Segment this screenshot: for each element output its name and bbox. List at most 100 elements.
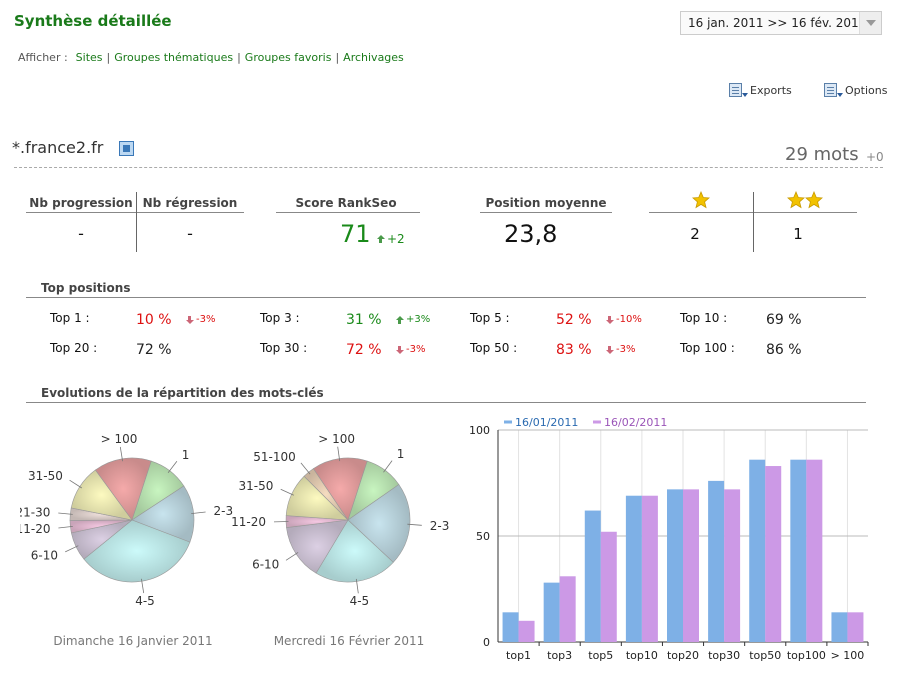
- pie-slice-label: 31-50: [239, 479, 274, 493]
- evolution-rule: [26, 402, 866, 403]
- star-one-icon: [692, 190, 710, 209]
- star-two-icon: [787, 190, 823, 209]
- top-position-value: 10 %: [136, 312, 172, 328]
- top-position-delta: -3%: [396, 344, 425, 355]
- x-tick-label: top50: [749, 649, 781, 662]
- chevron-down-icon[interactable]: [859, 12, 881, 34]
- top-position-value: 52 %: [556, 312, 592, 328]
- arrow-up-icon: [396, 315, 404, 324]
- arrow-down-icon: [396, 345, 404, 354]
- x-tick-label: top20: [667, 649, 699, 662]
- options-button[interactable]: Options: [824, 83, 887, 98]
- bar-february: [518, 620, 535, 642]
- pie-leader-line: [69, 479, 83, 489]
- bar-january: [667, 489, 683, 642]
- filter-bar: Afficher : Sites | Groupes thématiques | Grou…: [18, 51, 404, 64]
- bar-january: [831, 612, 848, 642]
- two-star-value: 1: [793, 225, 803, 243]
- pie-leader-line: [300, 462, 311, 475]
- top-position-delta: -10%: [606, 314, 642, 325]
- exports-label: Exports: [750, 84, 792, 97]
- top-position-label: Top 20 :: [50, 341, 98, 355]
- stats-column-divider: [136, 192, 137, 252]
- pie-chart-february: 1 2-3 4-5 6-10 11-20 31-50 51-100 > 100: [231, 432, 450, 608]
- pie-slice-label: 2-3: [430, 519, 450, 533]
- top-positions-rule: [26, 297, 866, 298]
- filter-link-thematic-groups[interactable]: Groupes thématiques: [114, 51, 234, 64]
- bar-january: [502, 612, 519, 642]
- top-position-value: 69 %: [766, 312, 802, 328]
- x-tick-label: top100: [787, 649, 826, 662]
- pie-leader-line: [337, 446, 341, 462]
- position-header: Position moyenne: [485, 196, 607, 210]
- top-position-delta: -3%: [186, 314, 215, 325]
- export-sheet-icon: [729, 83, 748, 98]
- pie-caption-january: Dimanche 16 Janvier 2011: [53, 634, 213, 648]
- pie-leader-line: [383, 460, 393, 473]
- options-label: Options: [845, 84, 888, 97]
- pie-caption-february: Mercredi 16 Février 2011: [273, 634, 425, 648]
- legend-label: 16/02/2011: [604, 416, 667, 429]
- page-title: Synthèse détaillée: [14, 12, 172, 30]
- options-sheet-icon: [824, 83, 843, 98]
- top-positions-title: Top positions: [41, 281, 131, 295]
- top-position-delta: -3%: [606, 344, 635, 355]
- site-details-icon[interactable]: [119, 141, 134, 156]
- position-header-rule: [480, 212, 612, 213]
- pie-slice-label: 21-30: [20, 505, 50, 519]
- pie-leader-line: [407, 523, 422, 526]
- bar-february: [559, 576, 576, 642]
- top-position-label: Top 5 :: [470, 311, 510, 325]
- y-tick-label: 50: [476, 530, 490, 543]
- arrow-down-icon: [186, 315, 194, 324]
- filter-link-favorite-groups[interactable]: Groupes favoris: [244, 51, 332, 64]
- exports-button[interactable]: Exports: [729, 83, 792, 98]
- pie-slice-label: 2-3: [214, 504, 234, 518]
- stars-column-divider: [753, 192, 754, 252]
- pie-leader-line: [167, 460, 178, 473]
- pie-slice-label: 6-10: [31, 548, 58, 562]
- bar-february: [641, 495, 658, 642]
- date-range-select[interactable]: 16 jan. 2011 >> 16 fév. 2011: [680, 11, 882, 35]
- filter-separator: |: [106, 51, 111, 64]
- bar-february: [683, 489, 699, 642]
- x-tick-label: top5: [588, 649, 613, 662]
- bar-chart-comparison: 16/01/2011 16/02/2011 0 50 100 top1 top3 top5 to…: [469, 416, 869, 662]
- bar-february: [765, 466, 782, 642]
- top-position-label: Top 3 :: [260, 311, 300, 325]
- arrow-down-icon: [606, 345, 614, 354]
- pie-leader-line: [58, 512, 73, 515]
- pie-leader-line: [65, 545, 79, 553]
- pie-leader-line: [285, 552, 299, 561]
- x-tick-label: top10: [626, 649, 658, 662]
- site-domain: *.france2.fr: [12, 138, 104, 157]
- top-position-value: 72 %: [136, 342, 172, 358]
- score-value: 71: [340, 220, 371, 248]
- bar-january: [708, 480, 725, 642]
- top-position-label: Top 1 :: [50, 311, 90, 325]
- y-tick-label: 100: [469, 424, 490, 437]
- regression-header: Nb régression: [142, 196, 238, 210]
- regression-value: -: [187, 224, 193, 243]
- pie-leader-line: [58, 526, 73, 529]
- top-position-label: Top 10 :: [680, 311, 728, 325]
- top-position-label: Top 100 :: [680, 341, 735, 355]
- pie-leader-line: [119, 446, 123, 462]
- keyword-count: 29 mots: [785, 144, 859, 165]
- bar-january: [584, 510, 601, 642]
- top-position-delta: +3%: [396, 314, 430, 325]
- filter-link-sites[interactable]: Sites: [75, 51, 103, 64]
- progression-header: Nb progression: [29, 196, 133, 210]
- filter-label: Afficher :: [18, 51, 68, 64]
- top-position-value: 31 %: [346, 312, 382, 328]
- position-value: 23,8: [504, 220, 558, 248]
- keyword-delta: +0: [866, 150, 884, 164]
- arrow-down-icon: [606, 315, 614, 324]
- filter-link-archives[interactable]: Archivages: [343, 51, 404, 64]
- filter-separator: |: [335, 51, 340, 64]
- pie-leader-line: [280, 488, 294, 496]
- x-tick-label: top3: [547, 649, 572, 662]
- top-position-label: Top 30 :: [260, 341, 308, 355]
- filter-separator: |: [237, 51, 241, 64]
- pie-slice-label: 51-100: [253, 450, 296, 464]
